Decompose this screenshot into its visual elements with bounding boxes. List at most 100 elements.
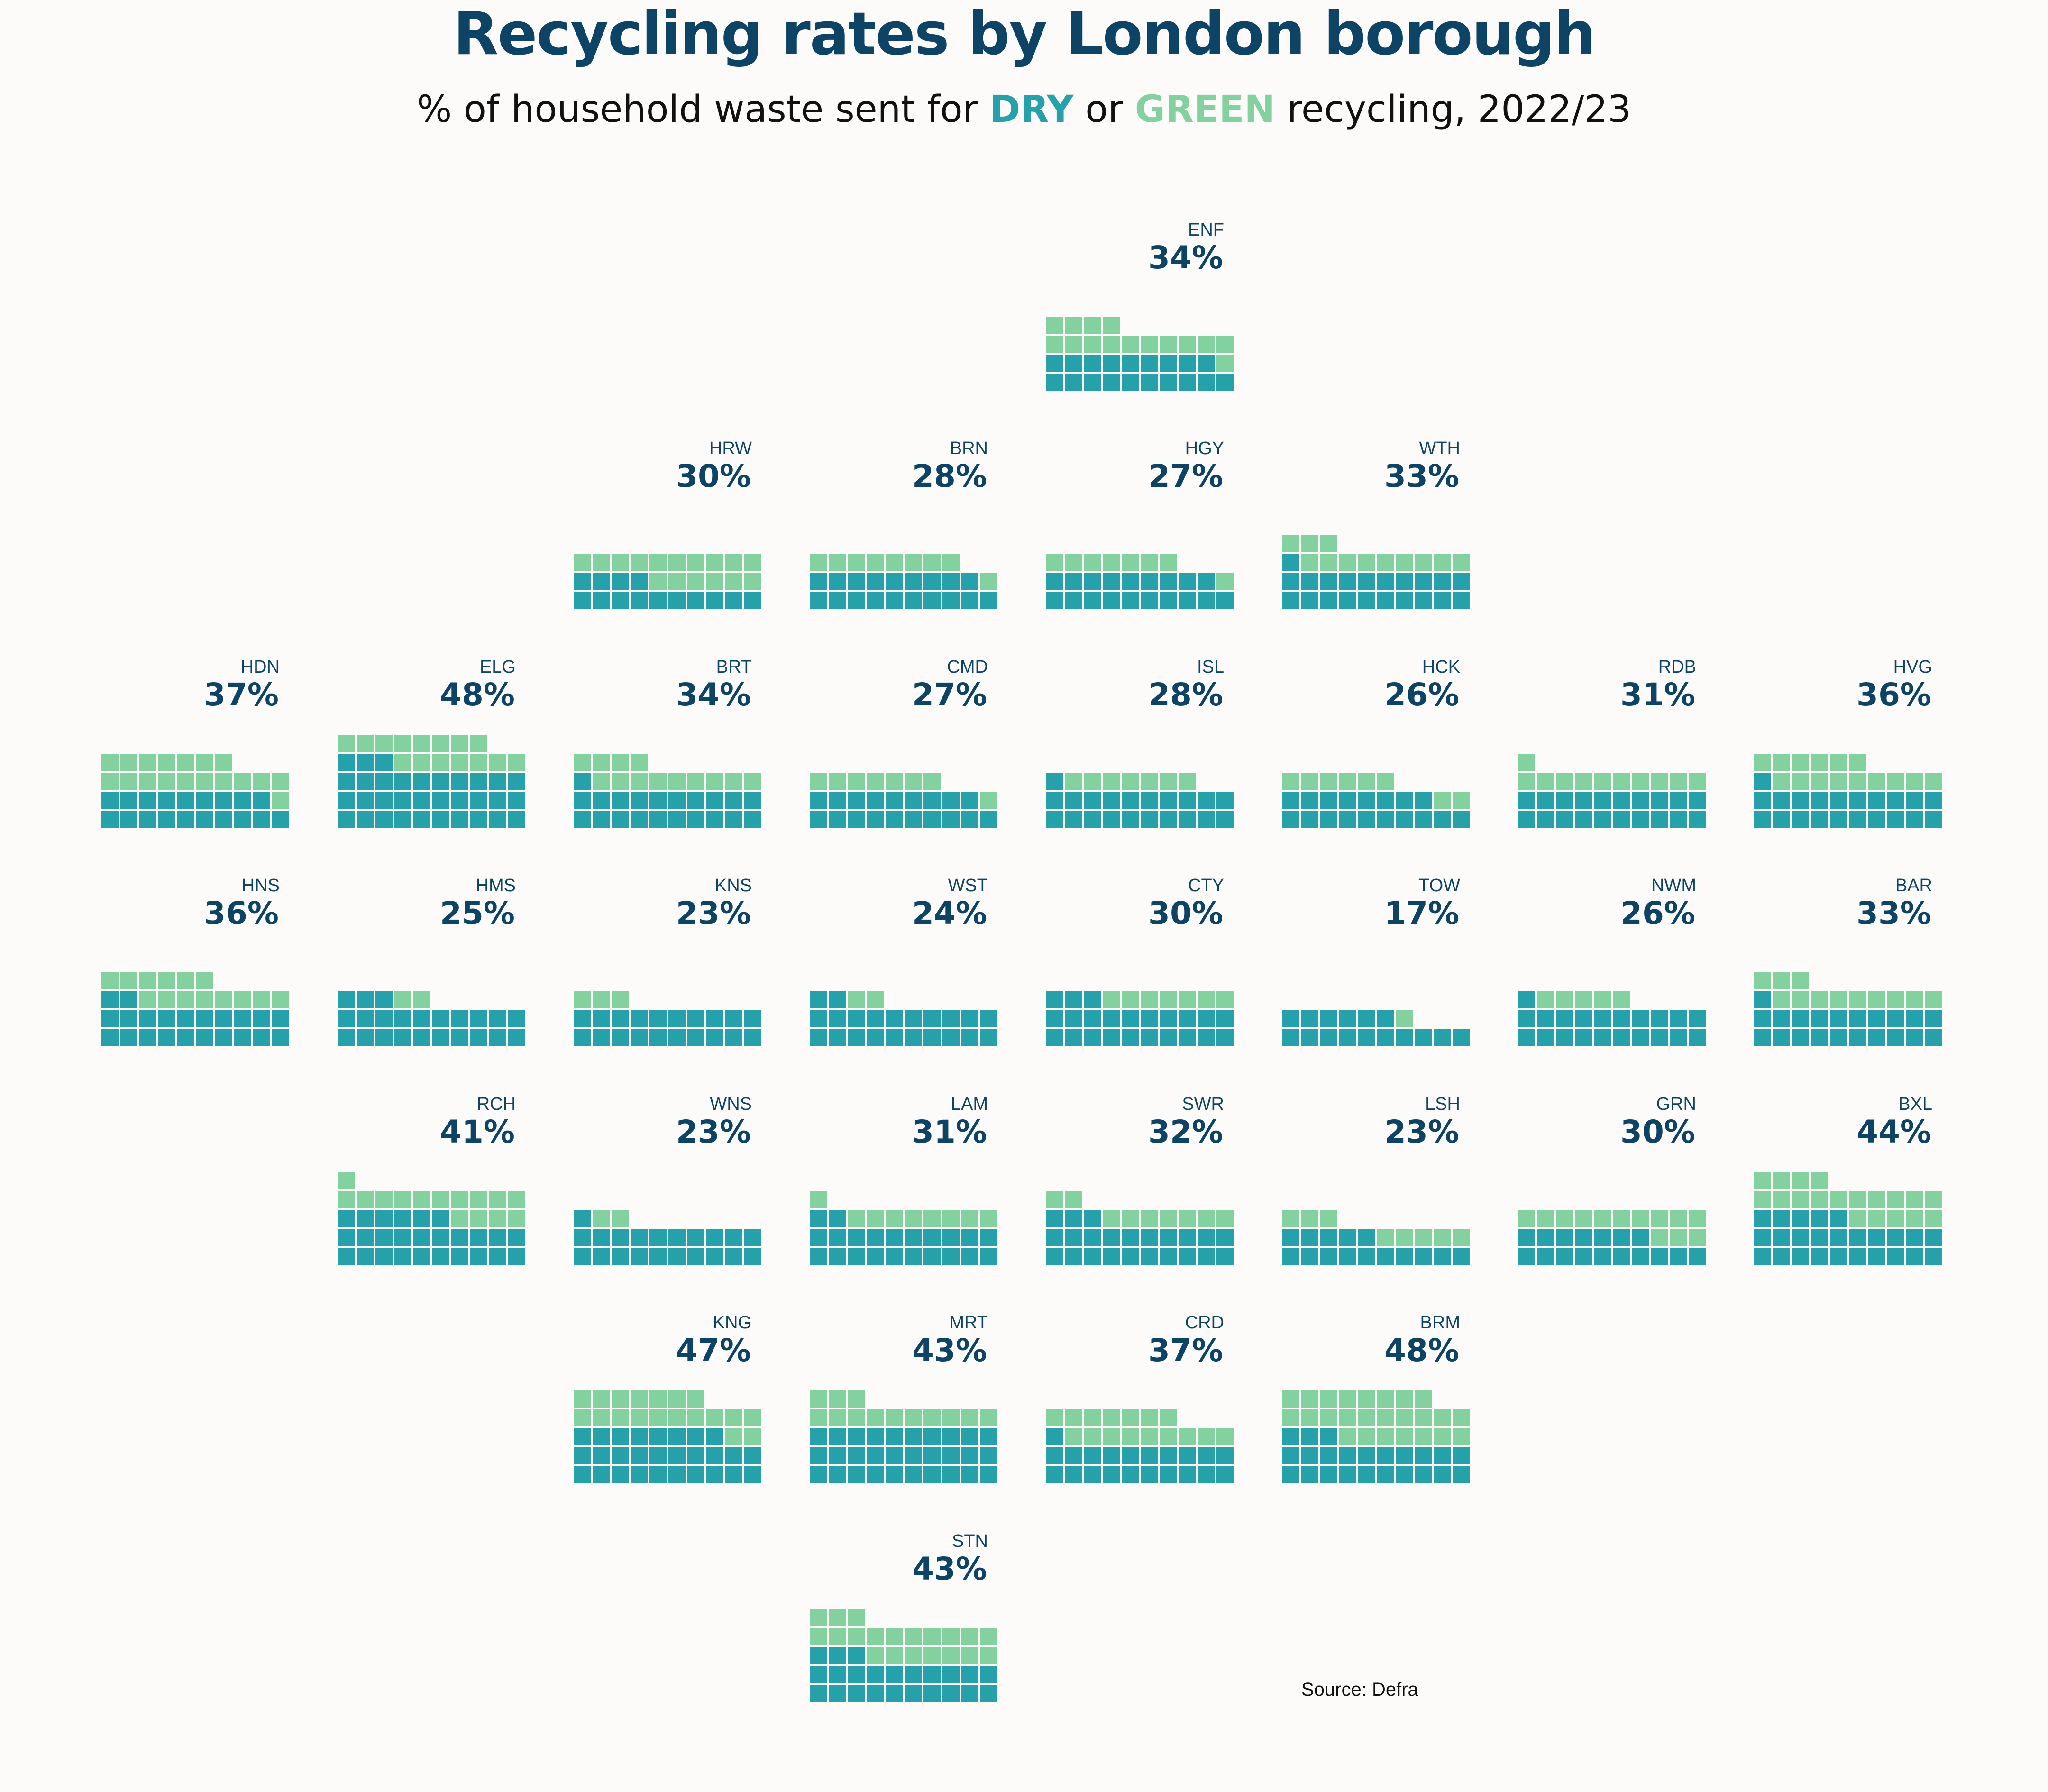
dry-square xyxy=(1906,1029,1923,1046)
green-square xyxy=(215,754,232,771)
dry-square xyxy=(1575,1229,1592,1246)
green-square xyxy=(1339,1390,1356,1408)
green-square xyxy=(1537,773,1554,790)
green-square xyxy=(1792,773,1809,790)
green-square xyxy=(338,735,355,752)
dry-square xyxy=(432,1248,449,1265)
green-square xyxy=(1906,773,1923,790)
dry-square xyxy=(1792,1229,1809,1246)
dry-square xyxy=(1830,1010,1847,1027)
dry-square xyxy=(886,1010,903,1027)
dry-square xyxy=(1830,792,1847,809)
dry-square xyxy=(612,1229,629,1246)
dry-square xyxy=(574,1248,591,1265)
green-square xyxy=(1084,554,1101,571)
green-square xyxy=(215,773,232,790)
dry-square xyxy=(574,573,591,590)
green-square xyxy=(905,1647,922,1664)
dry-square xyxy=(1320,1229,1337,1246)
green-square xyxy=(1141,554,1158,571)
green-square xyxy=(1358,554,1375,571)
dry-square xyxy=(867,1685,884,1702)
green-square xyxy=(1065,1409,1082,1426)
green-square xyxy=(649,1409,667,1426)
borough-percent-label: 36% xyxy=(204,895,279,932)
dry-square xyxy=(744,1447,761,1464)
dry-square xyxy=(357,773,374,790)
dry-square xyxy=(1575,811,1592,828)
dry-square xyxy=(1925,1248,1942,1265)
green-square xyxy=(1216,1428,1234,1445)
green-square xyxy=(1670,1229,1687,1246)
dry-square xyxy=(1282,554,1299,571)
dry-square xyxy=(1141,592,1158,609)
dry-square xyxy=(1301,1248,1318,1265)
dry-square xyxy=(687,592,704,609)
borough-code-label: BRT xyxy=(716,657,752,677)
green-square xyxy=(1434,792,1451,809)
dry-square xyxy=(980,1248,997,1265)
green-square xyxy=(1179,1210,1196,1227)
dry-square xyxy=(1301,592,1318,609)
dry-square xyxy=(923,1010,941,1027)
green-square xyxy=(1282,1409,1299,1426)
dry-square xyxy=(593,1010,610,1027)
green-square xyxy=(1179,1428,1196,1445)
dry-square xyxy=(508,1229,525,1246)
dry-square xyxy=(394,1029,411,1046)
dry-square xyxy=(1377,1447,1394,1464)
green-square xyxy=(1773,1172,1790,1189)
dry-square xyxy=(1198,355,1215,372)
green-square xyxy=(489,1210,506,1227)
green-square xyxy=(1887,1191,1904,1208)
green-square xyxy=(829,554,846,571)
green-square xyxy=(508,1191,525,1208)
green-square xyxy=(1453,1428,1470,1445)
dry-square xyxy=(905,1447,922,1464)
chart-subtitle: % of household waste sent for DRY or GRE… xyxy=(0,88,2048,131)
dry-square xyxy=(470,811,487,828)
dry-square xyxy=(357,811,374,828)
dry-square xyxy=(1434,811,1451,828)
dry-square xyxy=(1887,811,1904,828)
dry-square xyxy=(631,1248,648,1265)
dry-square xyxy=(668,1029,686,1046)
dry-square xyxy=(101,1029,119,1046)
green-square xyxy=(1122,773,1139,790)
dry-square xyxy=(1773,1210,1790,1227)
dry-square xyxy=(744,811,761,828)
green-square xyxy=(1358,773,1375,790)
green-square xyxy=(1434,1229,1451,1246)
borough-code-label: ELG xyxy=(480,657,516,677)
dry-square xyxy=(1084,592,1101,609)
dry-square xyxy=(375,792,393,809)
dry-square xyxy=(649,1428,667,1445)
green-square xyxy=(687,1390,704,1408)
dry-square xyxy=(886,1447,903,1464)
dry-square xyxy=(848,592,865,609)
borough-code-label: STN xyxy=(952,1531,988,1551)
dry-square xyxy=(744,792,761,809)
dry-square xyxy=(489,1229,506,1246)
green-square xyxy=(1670,773,1687,790)
dry-square xyxy=(1065,811,1082,828)
dry-square xyxy=(1434,1248,1451,1265)
green-square xyxy=(1887,1210,1904,1227)
green-square xyxy=(574,991,591,1008)
green-square xyxy=(593,1390,610,1408)
dry-square xyxy=(1339,792,1356,809)
dry-square xyxy=(1301,792,1318,809)
borough-percent-label: 33% xyxy=(1856,895,1931,932)
dry-square xyxy=(1282,573,1299,590)
green-square xyxy=(1792,991,1809,1008)
dry-square xyxy=(980,1010,997,1027)
dry-square xyxy=(574,1029,591,1046)
green-square xyxy=(1537,991,1554,1008)
dry-square xyxy=(1160,592,1177,609)
green-square xyxy=(923,554,941,571)
dry-square xyxy=(1868,792,1885,809)
dry-square xyxy=(1160,1010,1177,1027)
